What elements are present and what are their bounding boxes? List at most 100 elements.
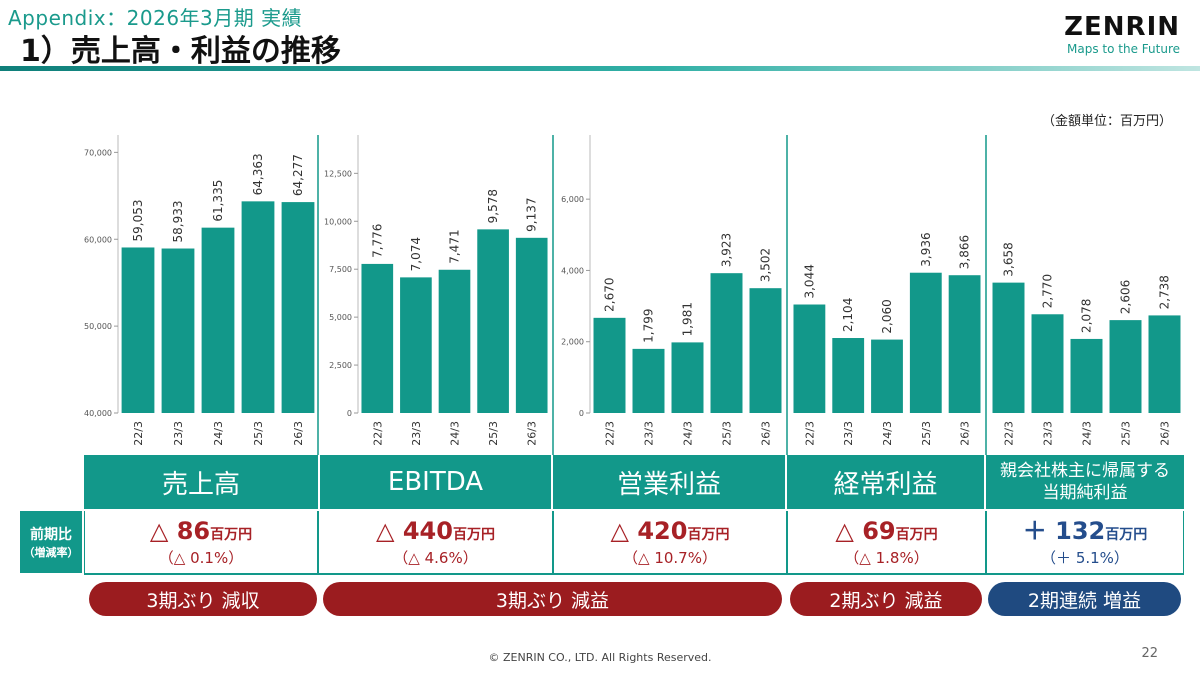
bar-value-label: 2,060 xyxy=(880,299,894,333)
yoy-value: ＋ 132百万円 xyxy=(1023,517,1147,549)
x-tick-label: 24/3 xyxy=(881,421,894,446)
badge-ordinary-status: 2期ぶり 減益 xyxy=(790,582,982,616)
header-divider xyxy=(0,66,1200,71)
x-tick-label: 23/3 xyxy=(172,421,185,446)
bar-value-label: 3,936 xyxy=(919,232,933,266)
yoy-amount: 132 xyxy=(1055,517,1106,545)
x-tick-label: 24/3 xyxy=(1081,421,1094,446)
bar-value-label: 3,658 xyxy=(1002,242,1016,276)
logo-text: ZENRIN xyxy=(1064,12,1180,42)
bar-value-label: 64,277 xyxy=(291,154,305,196)
x-tick-label: 24/3 xyxy=(682,421,695,446)
bar-value-label: 7,074 xyxy=(409,237,423,271)
x-tick-label: 26/3 xyxy=(1159,421,1172,446)
bar-value-label: 7,776 xyxy=(370,224,384,258)
category-net-profit: 親会社株主に帰属する 当期純利益 xyxy=(986,455,1184,509)
page-title: 1）売上高・利益の推移 xyxy=(20,34,341,69)
bar xyxy=(281,202,315,413)
y-tick-label: 7,500 xyxy=(329,265,352,274)
yoy-label-main: 前期比 xyxy=(30,527,72,543)
x-tick-label: 23/3 xyxy=(643,421,656,446)
yoy-sign: △ xyxy=(376,517,395,545)
section-subtitle: Appendix：2026年3月期 実績 xyxy=(8,6,303,30)
yoy-label-sub: （増減率） xyxy=(23,546,79,559)
bar-value-label: 2,670 xyxy=(603,277,617,311)
unit-note: （金額単位：百万円） xyxy=(1041,114,1172,129)
x-tick-label: 26/3 xyxy=(760,421,773,446)
category-ebitda: EBITDA xyxy=(320,455,551,509)
bar-value-label: 64,363 xyxy=(251,153,265,195)
x-tick-label: 25/3 xyxy=(1120,421,1133,446)
bar-value-label: 3,866 xyxy=(958,235,972,269)
bar xyxy=(593,317,626,413)
yoy-value: △ 420百万円 xyxy=(611,517,730,549)
y-tick-label: 0 xyxy=(347,409,352,418)
bar-value-label: 1,981 xyxy=(681,302,695,336)
yoy-sign: △ xyxy=(610,517,629,545)
x-tick-label: 26/3 xyxy=(292,421,305,446)
x-tick-label: 23/3 xyxy=(1042,421,1055,446)
yoy-unit: 百万円 xyxy=(452,527,495,543)
y-tick-label: 2,500 xyxy=(329,361,352,370)
bar-value-label: 3,044 xyxy=(802,264,816,298)
yoy-percent: （＋ 5.1%） xyxy=(1041,549,1129,567)
y-tick-label: 70,000 xyxy=(84,148,112,157)
yoy-unit: 百万円 xyxy=(1105,527,1148,543)
y-tick-label: 12,500 xyxy=(324,169,352,178)
bar xyxy=(832,338,865,413)
yoy-sign: △ xyxy=(835,517,854,545)
bar xyxy=(121,247,155,413)
yoy-sign: △ xyxy=(149,517,169,545)
x-tick-label: 23/3 xyxy=(410,421,423,446)
bar-value-label: 3,923 xyxy=(720,233,734,267)
company-logo: ZENRIN Maps to the Future xyxy=(1064,12,1180,56)
bar xyxy=(361,263,394,413)
bar xyxy=(1109,320,1142,413)
x-tick-label: 23/3 xyxy=(842,421,855,446)
copyright-footer: © ZENRIN CO., LTD. All Rights Reserved. xyxy=(488,651,712,664)
x-tick-label: 22/3 xyxy=(132,421,145,446)
x-tick-label: 25/3 xyxy=(721,421,734,446)
bar xyxy=(671,342,704,413)
bar xyxy=(477,229,509,413)
y-tick-label: 60,000 xyxy=(84,235,112,244)
category-net-profit-line1: 親会社株主に帰属する xyxy=(1000,461,1170,481)
x-tick-label: 24/3 xyxy=(212,421,225,446)
category-sales: 売上高 xyxy=(84,455,318,509)
bar-value-label: 9,137 xyxy=(525,197,539,231)
bar xyxy=(871,339,903,413)
yoy-value: △ 69百万円 xyxy=(835,517,937,549)
badge-profit-status: 3期ぶり 減益 xyxy=(323,582,782,616)
page-number: 22 xyxy=(1141,646,1158,661)
yoy-percent: （△ 10.7%） xyxy=(623,549,717,567)
yoy-unit: 百万円 xyxy=(895,527,938,543)
bar-value-label: 1,799 xyxy=(642,309,656,343)
yoy-cell-ebitda: △ 440百万円 （△ 4.6%） xyxy=(318,511,553,575)
y-tick-label: 2,000 xyxy=(561,338,584,347)
x-tick-label: 22/3 xyxy=(1003,421,1016,446)
yoy-percent: （△ 0.1%） xyxy=(158,549,244,567)
bar xyxy=(948,275,981,413)
y-tick-label: 6,000 xyxy=(561,195,584,204)
bar-charts: 40,000 50,000 60,000 70,000 59,053 22/3 58,933… xyxy=(84,135,1181,455)
yoy-percent: （△ 4.6%） xyxy=(393,549,478,567)
bar xyxy=(632,348,665,413)
yoy-cell-net-profit: ＋ 132百万円 （＋ 5.1%） xyxy=(986,511,1184,575)
yoy-cell-sales: △ 86百万円 （△ 0.1%） xyxy=(84,511,318,575)
yoy-amount: 86 xyxy=(176,517,211,545)
bar xyxy=(710,273,743,413)
bar xyxy=(909,272,942,413)
bar-value-label: 2,104 xyxy=(841,298,855,332)
x-tick-label: 26/3 xyxy=(959,421,972,446)
bar xyxy=(1031,314,1064,413)
yoy-amount: 69 xyxy=(862,517,896,545)
y-tick-label: 5,000 xyxy=(329,313,352,322)
y-tick-label: 4,000 xyxy=(561,266,584,275)
x-tick-label: 22/3 xyxy=(604,421,617,446)
bar-value-label: 2,770 xyxy=(1041,274,1055,308)
bar-value-label: 3,502 xyxy=(759,248,773,282)
bar-value-label: 7,471 xyxy=(448,229,462,263)
yoy-value: △ 86百万円 xyxy=(150,517,252,549)
y-tick-label: 0 xyxy=(579,409,584,418)
x-tick-label: 24/3 xyxy=(449,421,462,446)
